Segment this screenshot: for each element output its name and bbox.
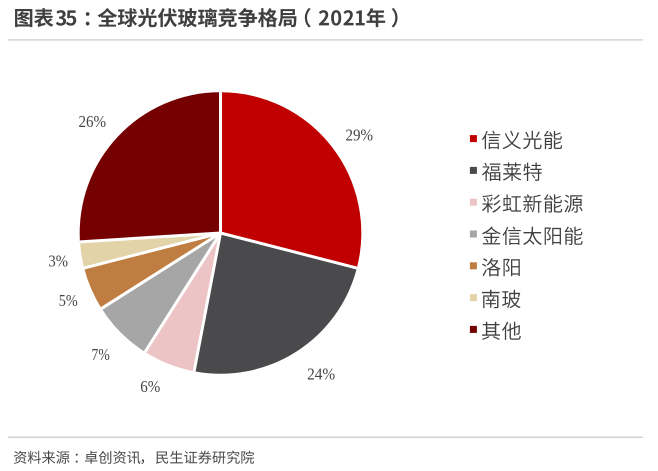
svg-text:3%: 3% bbox=[48, 251, 68, 270]
svg-text:26%: 26% bbox=[79, 112, 107, 131]
svg-text:24%: 24% bbox=[307, 365, 335, 384]
svg-text:6%: 6% bbox=[140, 377, 160, 396]
svg-text:29%: 29% bbox=[346, 126, 374, 145]
svg-text:7%: 7% bbox=[92, 345, 110, 364]
svg-text:5%: 5% bbox=[59, 291, 78, 310]
